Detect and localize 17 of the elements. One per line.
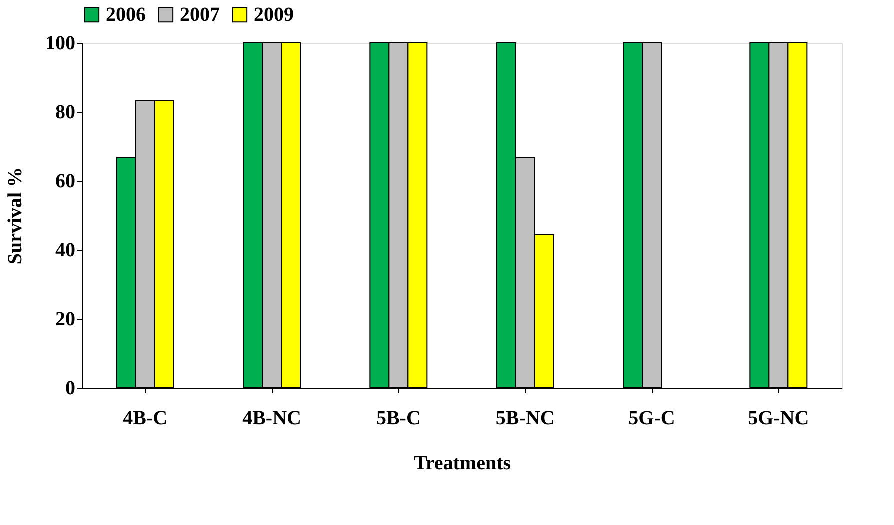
x-tick-label: 4B-NC bbox=[242, 408, 302, 430]
y-tick-label: 40 bbox=[56, 240, 76, 262]
x-axis-title: Treatments bbox=[414, 452, 512, 474]
y-axis-title: Survival % bbox=[4, 167, 26, 265]
y-tick-label: 60 bbox=[56, 170, 76, 192]
legend-label: 2007 bbox=[180, 4, 220, 26]
x-tick-label: 5G-NC bbox=[748, 408, 810, 430]
legend-label: 2009 bbox=[254, 4, 294, 26]
x-tick-label: 5B-NC bbox=[496, 408, 555, 430]
y-tick-label: 80 bbox=[56, 102, 76, 124]
x-tick-label: 4B-C bbox=[123, 408, 168, 430]
legend-label: 2006 bbox=[106, 4, 146, 26]
x-tick-label: 5B-C bbox=[376, 408, 421, 430]
y-tick-label: 100 bbox=[46, 32, 76, 54]
x-tick-label: 5G-C bbox=[628, 408, 676, 430]
y-tick-label: 0 bbox=[66, 378, 76, 400]
y-tick-label: 20 bbox=[56, 308, 76, 330]
